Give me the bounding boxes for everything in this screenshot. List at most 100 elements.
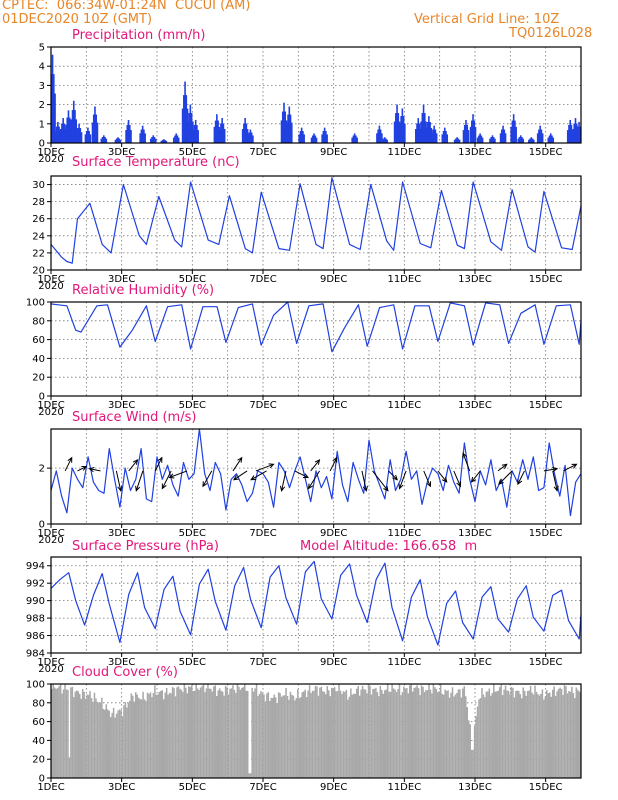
cloud-bar — [370, 694, 373, 778]
precip-bar — [115, 138, 118, 143]
cloud-bar — [221, 691, 224, 778]
precip-bar — [248, 132, 250, 143]
cloud-bar — [495, 691, 498, 778]
wind-arrow-head — [117, 485, 123, 492]
cloud-bar — [249, 773, 252, 778]
cloud-bar — [139, 699, 141, 778]
precip-bar — [62, 118, 64, 143]
precip-title: Precipitation (mm/h) — [72, 28, 206, 43]
cloud-bar — [484, 697, 486, 778]
y-tick-label: 3 — [39, 81, 45, 92]
cloud-bar — [148, 693, 150, 778]
cloud-bar — [263, 694, 265, 778]
cloud-bar — [211, 691, 214, 778]
precip-bar — [91, 122, 94, 143]
precip-bar — [244, 118, 246, 143]
cloud-bar — [137, 697, 140, 778]
precip-bar — [87, 127, 89, 143]
precip-bar — [578, 121, 580, 143]
cloud-bar — [459, 689, 461, 778]
cloud-bar — [199, 687, 202, 778]
precip-bar — [393, 121, 396, 143]
wind-arrow-head — [462, 452, 468, 459]
cloud-bar — [497, 690, 499, 778]
cloud-bar — [361, 685, 364, 778]
x-tick-label: 7DEC — [249, 274, 276, 285]
cloud-bar — [538, 695, 541, 778]
model-altitude: Model Altitude: 166.658 m — [300, 539, 478, 554]
cloud-bar — [466, 707, 468, 778]
wind-arrow-head — [307, 483, 314, 490]
precip-bar — [401, 108, 404, 143]
wind-arrow-head — [470, 476, 477, 483]
cloud-bar — [338, 684, 340, 778]
cloud-bar — [83, 691, 85, 778]
cloud-bar — [294, 700, 296, 778]
cloud-bar — [413, 687, 415, 778]
cloud-bar — [541, 689, 544, 778]
cloud-bar — [229, 688, 231, 778]
y-tick-label: 100 — [26, 298, 45, 309]
cloud-bar — [87, 694, 90, 778]
precip-bar — [283, 102, 285, 143]
precip-bar — [385, 138, 387, 143]
precip-bar — [85, 131, 88, 143]
cloud-bar — [529, 686, 532, 778]
cloud-bar — [422, 686, 424, 778]
y-tick-label: 5 — [39, 43, 45, 54]
cloud-bar — [532, 694, 535, 778]
wind-arrow — [497, 463, 508, 472]
cloud-bar — [557, 688, 560, 778]
x-tick-label: 5DEC — [179, 782, 206, 793]
precip-bar — [414, 129, 417, 143]
cloud-bar — [431, 693, 433, 778]
wind-arrow-head — [517, 479, 523, 486]
cloud-bar — [550, 696, 552, 778]
precip-bar — [88, 131, 90, 143]
cloud-bar — [394, 689, 396, 778]
precip-bar — [400, 116, 402, 143]
cloud-bar — [92, 701, 94, 778]
cloud-bar — [392, 688, 395, 778]
precip-bar — [386, 139, 388, 143]
cloud-bar — [264, 701, 267, 778]
y-tick-label: 22 — [32, 248, 45, 259]
precip-bar — [299, 131, 302, 143]
x-tick-label: 7DEC — [249, 782, 276, 793]
precip-bar — [114, 139, 117, 143]
precip-bar — [289, 114, 292, 143]
wind-arrow — [169, 470, 188, 478]
x-tick-label: 13DEC — [458, 400, 492, 411]
wind-arrow — [250, 470, 267, 481]
wind-arrow — [388, 470, 398, 481]
precip-bar — [280, 120, 283, 143]
precip-bar — [478, 135, 480, 143]
precip-bar — [190, 113, 193, 143]
cloud-bar — [345, 689, 348, 778]
cloud-bar — [51, 688, 53, 778]
precip-bar — [53, 74, 55, 143]
cloud-bar — [301, 692, 303, 778]
y-tick-label: 100 — [26, 680, 45, 691]
precip-bar — [573, 123, 576, 143]
cloud-bar — [201, 686, 203, 778]
precip-bar — [481, 137, 484, 143]
cloud-bar — [292, 695, 295, 778]
wind-arrow — [115, 470, 122, 491]
precip-bar — [569, 119, 571, 143]
cloud-bar — [420, 685, 423, 778]
precip-bar — [193, 125, 196, 143]
precip-bar — [422, 104, 425, 143]
cloud-bar — [488, 688, 491, 778]
x-tick-label: 9DEC — [320, 147, 347, 158]
cloud-bar — [429, 689, 432, 778]
precip-bar — [322, 131, 325, 143]
cloud-bar — [372, 688, 374, 778]
wind-arrow — [135, 470, 144, 491]
cloud-bar — [286, 695, 289, 778]
x-tick-label: 1DEC — [37, 528, 64, 539]
cloud-bar — [255, 684, 258, 778]
precip-bar — [196, 125, 198, 143]
cloud-bar — [254, 688, 256, 778]
